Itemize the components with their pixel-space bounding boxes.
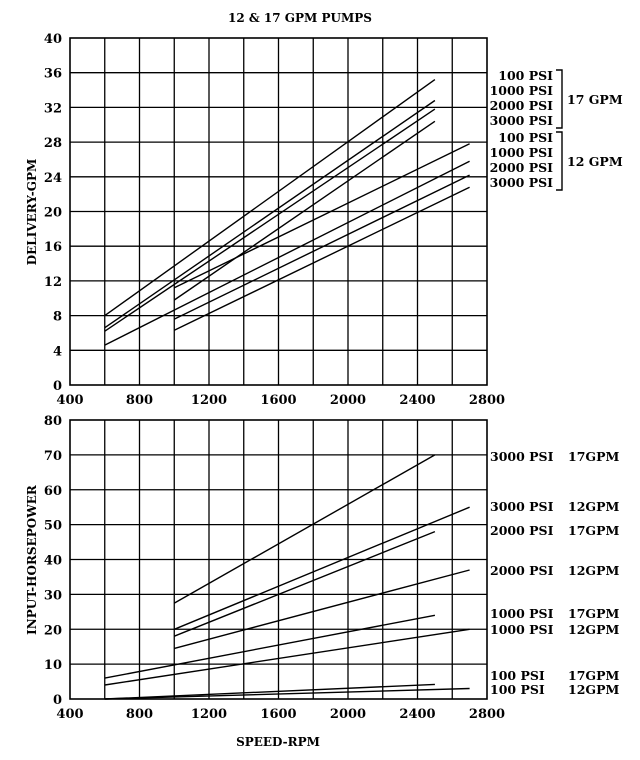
series-line [104, 99, 436, 329]
legend-entry-psi: 1000 PSI [490, 606, 554, 621]
horsepower-x-tick-label: 2400 [399, 707, 435, 722]
delivery-y-tick-label: 40 [44, 32, 62, 47]
legend-group-label: 17 GPM [567, 92, 623, 107]
horsepower-x-tick-label: 1600 [260, 707, 296, 722]
horsepower-x-tick-label: 800 [126, 707, 153, 722]
delivery-x-tick-label: 2800 [469, 393, 505, 408]
horsepower-y-tick-label: 40 [44, 554, 62, 569]
legend-bracket [556, 69, 563, 129]
legend-entry-psi: 100 PSI [498, 68, 553, 83]
legend-entry-psi: 3000 PSI [490, 499, 554, 514]
legend-entry-gpm: 12GPM [568, 563, 619, 578]
delivery-y-tick-label: 32 [44, 101, 62, 116]
series-line [104, 683, 435, 700]
series-line [104, 108, 436, 332]
delivery-x-tick-label: 400 [56, 393, 83, 408]
series-line [173, 186, 470, 331]
series-line [173, 120, 436, 301]
delivery-x-tick-label: 1600 [260, 393, 296, 408]
legend-entry-gpm: 12GPM [568, 622, 619, 637]
horsepower-plot-frame [69, 419, 488, 700]
legend-entry-psi: 2000 PSI [490, 160, 554, 175]
series-line [173, 174, 470, 320]
horsepower-x-tick-label: 400 [56, 707, 83, 722]
horsepower-y-tick-label: 60 [44, 484, 62, 499]
legend-entry-psi: 2000 PSI [490, 98, 554, 113]
horsepower-x-tick-label: 2000 [330, 707, 366, 722]
legend-entry-psi: 3000 PSI [490, 175, 554, 190]
legend-group-label: 12 GPM [567, 154, 623, 169]
series-line [174, 530, 436, 637]
legend-entry-gpm: 17GPM [568, 449, 619, 464]
series-line [173, 454, 436, 604]
horsepower-y-tick-label: 80 [44, 414, 62, 429]
horsepower-y-tick-label: 50 [44, 519, 62, 534]
legend-entry-psi: 3000 PSI [490, 113, 554, 128]
legend-entry-psi: 100 PSI [490, 668, 545, 683]
legend-bracket [556, 131, 563, 191]
series-line [104, 614, 436, 679]
horsepower-y-axis-label: INPUT-HORSEPOWER [25, 484, 39, 635]
delivery-y-tick-label: 4 [53, 344, 62, 359]
series-line [174, 506, 470, 630]
delivery-x-tick-label: 2000 [330, 393, 366, 408]
delivery-y-tick-label: 28 [44, 136, 62, 151]
legend-entry-gpm: 17GPM [568, 523, 619, 538]
delivery-plot-frame [69, 37, 488, 386]
horsepower-y-tick-label: 30 [44, 588, 62, 603]
speed-x-axis-label: SPEED-RPM [236, 735, 320, 749]
legend-entry-gpm: 12GPM [568, 499, 619, 514]
delivery-y-tick-label: 8 [53, 310, 62, 325]
legend-entry-psi: 100 PSI [498, 130, 553, 145]
delivery-y-tick-label: 0 [53, 379, 62, 394]
delivery-y-tick-label: 36 [44, 67, 62, 82]
legend-entry-gpm: 17GPM [568, 606, 619, 621]
series-line [104, 79, 436, 317]
horsepower-panel: 0 10 20 30 40 50 60 70 80 400 800 1200 1600 2000 2400 2… [44, 414, 620, 722]
horsepower-x-tick-label: 2800 [469, 707, 505, 722]
series-line [104, 160, 470, 346]
delivery-x-tick-label: 1200 [191, 393, 227, 408]
delivery-panel: 0 4 8 12 16 20 24 28 32 36 40 400 800 1200 1600 2000 240… [44, 32, 623, 408]
chart-title: 12 & 17 GPM PUMPS [228, 11, 372, 25]
legend-entry-gpm: 17GPM [568, 668, 619, 683]
horsepower-y-tick-label: 20 [44, 623, 62, 638]
legend-entry-psi: 1000 PSI [490, 622, 554, 637]
series-line [174, 569, 470, 650]
delivery-y-tick-label: 24 [44, 171, 62, 186]
series-line [104, 687, 470, 700]
legend-entry-psi: 1000 PSI [490, 145, 554, 160]
horsepower-x-tick-label: 1200 [191, 707, 227, 722]
delivery-y-tick-label: 16 [44, 240, 62, 255]
legend-entry-psi: 100 PSI [490, 682, 545, 697]
delivery-y-axis-label: DELIVERY-GPM [25, 159, 39, 266]
delivery-x-tick-label: 800 [126, 393, 153, 408]
delivery-x-tick-label: 2400 [399, 393, 435, 408]
legend-entry-gpm: 12GPM [568, 682, 619, 697]
legend-entry-psi: 3000 PSI [490, 449, 554, 464]
legend-entry-psi: 2000 PSI [490, 563, 554, 578]
horsepower-y-tick-label: 70 [44, 449, 62, 464]
legend-entry-psi: 2000 PSI [490, 523, 554, 538]
delivery-y-tick-label: 12 [44, 275, 62, 290]
legend-entry-psi: 1000 PSI [490, 83, 554, 98]
series-line [173, 143, 470, 289]
horsepower-y-tick-label: 10 [44, 658, 62, 673]
series-line [104, 628, 470, 686]
horsepower-y-tick-label: 0 [53, 693, 62, 708]
delivery-y-tick-label: 20 [44, 206, 62, 221]
